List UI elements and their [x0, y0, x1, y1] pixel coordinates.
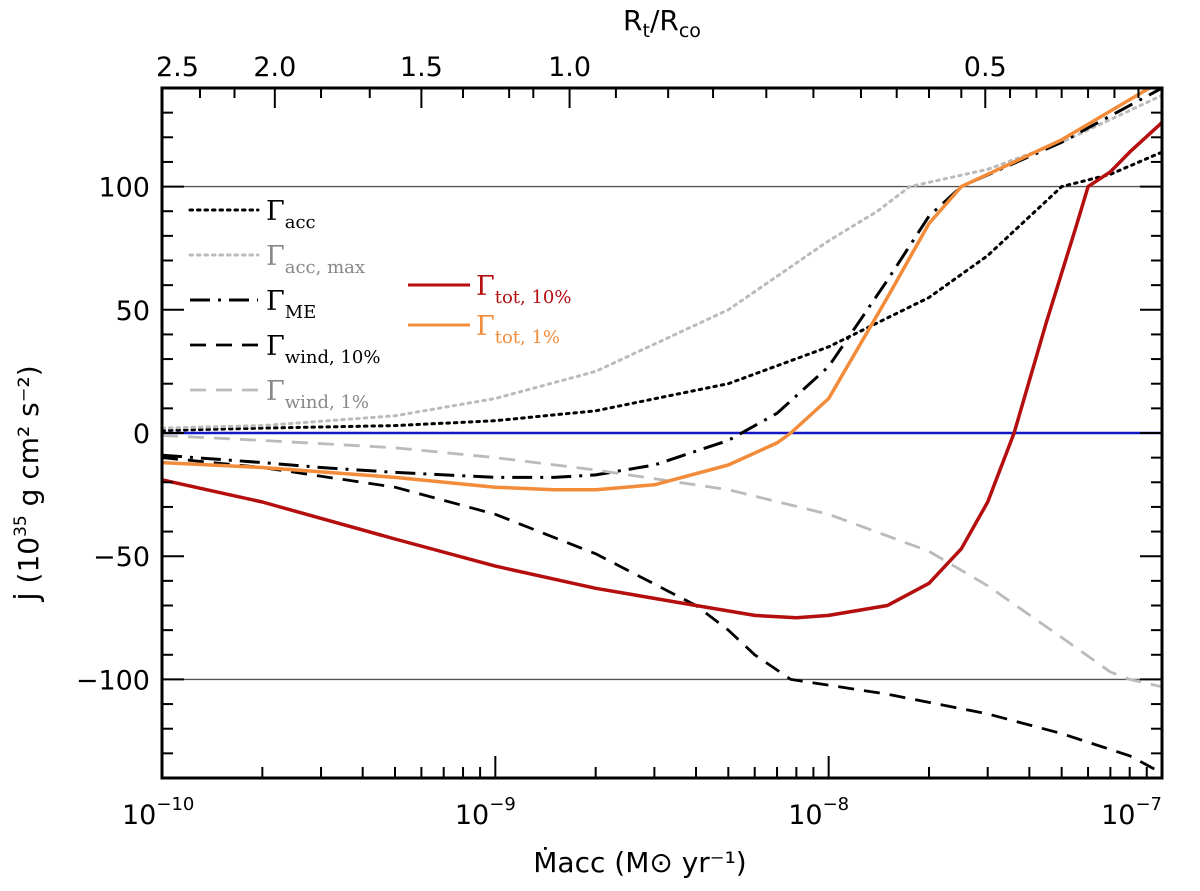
top-axis-title: Rt/Rco — [623, 4, 701, 42]
series-line-0 — [162, 150, 1162, 432]
legend-subscript: ME — [285, 302, 317, 323]
legend-entry-1: Γacc, max — [266, 241, 365, 278]
legend-symbol: Γ — [476, 271, 495, 302]
y-axis-title: J̇ (1035 g cm² s⁻²) — [11, 365, 45, 602]
x-tick-label: 10−10 — [122, 794, 194, 831]
x-tick-label: 10−9 — [455, 794, 516, 831]
top-axis-label-slash: /R — [650, 4, 679, 37]
x-axis-units: (M⊙ yr⁻¹) — [605, 846, 746, 879]
x-tick-exp: −10 — [156, 794, 194, 815]
legend-symbol: Γ — [266, 196, 285, 227]
y-axis-label: J̇ — [12, 583, 45, 602]
series-line-1 — [162, 93, 1162, 430]
y-tick-label: 0 — [133, 419, 150, 450]
top-tick-label: 2.5 — [156, 52, 199, 83]
top-tick-label: 1.0 — [548, 52, 591, 83]
x-tick-label: 10−7 — [1101, 794, 1162, 831]
top-axis-label-sub1: t — [643, 20, 650, 42]
top-tick-label: 2.0 — [253, 52, 296, 83]
legend-symbol: Γ — [476, 311, 495, 342]
legend-entry-6: Γtot, 1% — [476, 311, 560, 348]
x-tick-base: 10 — [788, 800, 822, 831]
series-line-3 — [162, 456, 1162, 775]
legend-subscript: wind, 10% — [285, 347, 381, 368]
x-axis-title: Ṁacc (M⊙ yr⁻¹) — [533, 846, 746, 879]
x-tick-exp: −9 — [489, 794, 516, 815]
top-axis-label-main: R — [623, 4, 642, 37]
y-tick-label: 100 — [98, 173, 150, 204]
top-tick-label: 1.5 — [400, 52, 443, 83]
legend-entry-3: Γwind, 10% — [266, 331, 380, 368]
legend-symbol: Γ — [266, 241, 285, 272]
legend-subscript: wind, 1% — [285, 392, 369, 413]
legend-entry-5: Γtot, 10% — [476, 271, 572, 308]
series-line-6 — [162, 88, 1153, 492]
legend-subscript: tot, 1% — [495, 327, 560, 348]
legend-symbol: Γ — [266, 286, 285, 317]
legend-entry-0: Γacc — [266, 196, 316, 233]
y-axis-units-prefix: (10 — [12, 537, 45, 584]
series-line-5 — [162, 121, 1162, 620]
legend-subscript: acc — [285, 212, 316, 233]
x-tick-exp: −8 — [823, 794, 850, 815]
y-axis-units-suffix: g cm² s⁻²) — [12, 365, 45, 515]
legend-symbol: Γ — [266, 376, 285, 407]
top-tick-label: 0.5 — [964, 52, 1007, 83]
x-axis-label: Ṁacc — [533, 846, 605, 879]
legend-entry-4: Γwind, 1% — [266, 376, 369, 413]
legend-subscript: tot, 10% — [495, 287, 572, 308]
legend-entry-2: ΓME — [266, 286, 316, 323]
x-tick-exp: −7 — [1135, 794, 1162, 815]
y-axis-units-exp: 35 — [11, 515, 31, 537]
series-line-2 — [162, 88, 1162, 479]
legend-subscript: acc, max — [285, 257, 365, 278]
top-axis-label-sub2: co — [679, 20, 701, 42]
x-tick-base: 10 — [455, 800, 489, 831]
y-tick-label: 50 — [116, 296, 150, 327]
legend-symbol: Γ — [266, 331, 285, 362]
series-line-4 — [162, 434, 1162, 689]
x-tick-base: 10 — [122, 800, 156, 831]
x-tick-label: 10−8 — [788, 794, 849, 831]
x-tick-base: 10 — [1101, 800, 1135, 831]
y-tick-label: −100 — [76, 665, 150, 696]
y-tick-label: −50 — [93, 542, 150, 573]
